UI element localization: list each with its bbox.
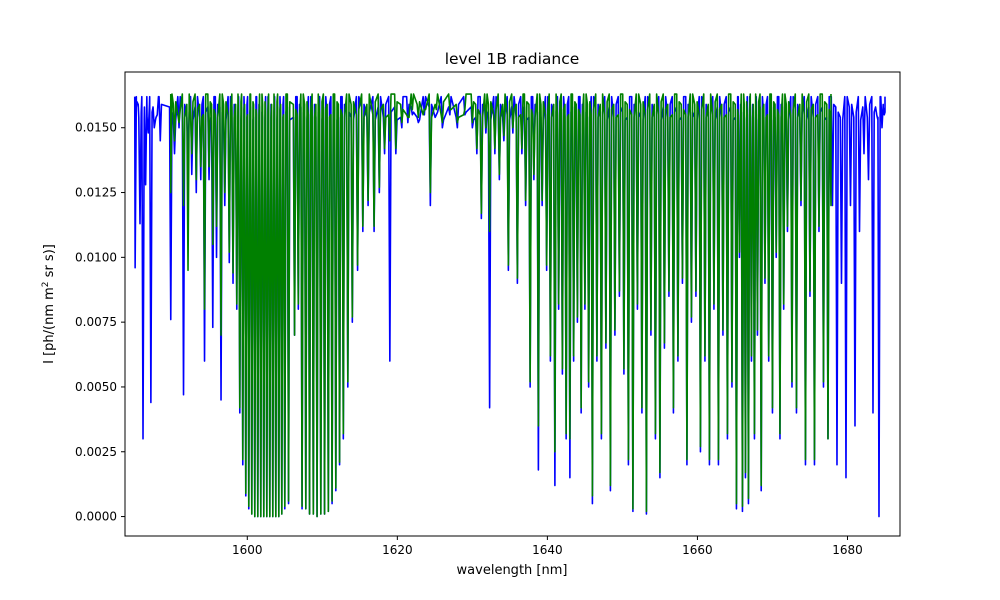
y-axis: 0.0000 0.0025 0.0050 0.0075 0.0100 0.0125 0.01… xyxy=(75,121,125,524)
y-axis-label-superscript: 2 xyxy=(41,281,51,287)
x-tick-label: 1640 xyxy=(532,543,563,557)
y-tick-label: 0.0075 xyxy=(75,315,117,329)
x-tick-label: 1620 xyxy=(382,543,413,557)
x-tick-label: 1660 xyxy=(682,543,713,557)
plot-frame xyxy=(124,71,901,537)
y-tick-label: 0.0150 xyxy=(75,121,117,135)
chart-title: level 1B radiance xyxy=(445,50,580,68)
series-line-2 xyxy=(169,93,832,518)
y-axis-label: I [ph/(nm m2 sr s)] xyxy=(41,244,57,364)
plot-area xyxy=(124,71,901,537)
y-axis-label-rest: sr s)] xyxy=(42,244,57,281)
x-tick-label: 1680 xyxy=(832,543,863,557)
x-tick-label: 1600 xyxy=(232,543,263,557)
y-tick-label: 0.0125 xyxy=(75,186,117,200)
y-tick-label: 0.0025 xyxy=(75,445,117,459)
x-axis-label: wavelength [nm] xyxy=(457,563,568,578)
x-axis: 1600 1620 1640 1660 1680 xyxy=(232,536,863,557)
series-layer xyxy=(133,93,886,518)
y-axis-label-main: I [ph/(nm m xyxy=(42,287,57,364)
y-tick-label: 0.0050 xyxy=(75,380,117,394)
y-tick-label: 0.0100 xyxy=(75,250,117,264)
y-tick-label: 0.0000 xyxy=(75,510,117,524)
